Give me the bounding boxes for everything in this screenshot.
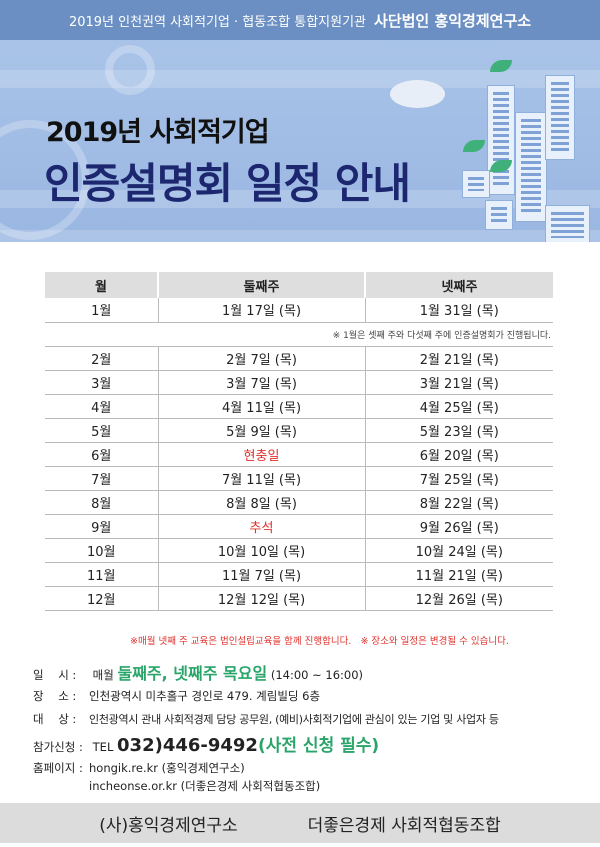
cell-second: 1월 17일 (목) [158, 298, 366, 323]
cell-month: 10월 [45, 538, 159, 563]
info-apply: 참가신청 : TEL 032)446-9492(사전 신청 필수) [33, 735, 380, 756]
cell-fourth: 11월 21일 (목) [365, 562, 553, 587]
cell-second: 10월 10일 (목) [158, 538, 366, 563]
cell-fourth: 5월 23일 (목) [365, 418, 553, 443]
cell-second: 8월 8일 (목) [158, 490, 366, 515]
cell-fourth: 2월 21일 (목) [365, 346, 553, 371]
cell-fourth: 6월 20일 (목) [365, 442, 553, 467]
cell-month: 7월 [45, 466, 159, 491]
schedule-footnote: ※매월 넷째 주 교육은 법인설립교육을 함께 진행합니다. ※ 장소와 일정은… [130, 636, 509, 647]
cell-month: 5월 [45, 418, 159, 443]
table-row: 12월 12월 12일 (목) 12월 26일 (목) [45, 586, 553, 611]
info-target: 대 상 : 인천광역시 관내 사회적경제 담당 공무원, (예비)사회적기업에 관… [33, 712, 499, 726]
table-row: 1월 1월 17일 (목) 1월 31일 (목) [45, 298, 553, 323]
cell-second: 11월 7일 (목) [158, 562, 366, 587]
info-homepage-2: incheonse.or.kr (더좋은경제 사회적협동조합) [89, 778, 320, 794]
banner: 2019년 사회적기업 인증설명회 일정 안내 [0, 40, 600, 242]
cell-month: 3월 [45, 370, 159, 395]
info-date: 일 시 : 매월 둘째주, 넷째주 목요일 (14:00 ~ 16:00) [33, 664, 364, 683]
cell-month: 6월 [45, 442, 159, 467]
org-name: 사단법인 홍익경제연구소 [374, 11, 532, 30]
cell-month: 11월 [45, 562, 159, 587]
cell-second: 3월 7일 (목) [158, 370, 366, 395]
cell-second: 5월 9일 (목) [158, 418, 366, 443]
cell-fourth: 8월 22일 (목) [365, 490, 553, 515]
table-row: 2월 2월 7일 (목) 2월 21일 (목) [45, 346, 553, 371]
cell-fourth: 3월 21일 (목) [365, 370, 553, 395]
cell-fourth: 12월 26일 (목) [365, 586, 553, 611]
cell-second: 4월 11일 (목) [158, 394, 366, 419]
footer-org-1: (사)홍익경제연구소 [99, 815, 238, 836]
cell-month: 1월 [45, 298, 159, 323]
date-highlight: 둘째주, 넷째주 목요일 [117, 664, 268, 683]
banner-title-line1: 2019년 사회적기업 [46, 117, 270, 148]
cell-month: 8월 [45, 490, 159, 515]
cell-second: 추석 [158, 514, 366, 539]
table-row: 10월 10월 10일 (목) 10월 24일 (목) [45, 538, 553, 563]
cell-fourth: 4월 25일 (목) [365, 394, 553, 419]
footer: (사)홍익경제연구소 더좋은경제 사회적협동조합 [0, 803, 600, 843]
info-homepage: 홈페이지 : hongik.re.kr (홍익경제연구소) [33, 761, 245, 775]
org-line: 2019년 인천권역 사회적기업 · 협동조합 통합지원기관 [68, 14, 367, 30]
jan-note: ※ 1월은 셋째 주와 다섯째 주에 인증설명회가 진행됩니다. [45, 322, 553, 347]
table-row: 4월 4월 11일 (목) 4월 25일 (목) [45, 394, 553, 419]
cell-fourth: 10월 24일 (목) [365, 538, 553, 563]
col-second-week: 둘째주 [158, 272, 366, 298]
jan-note-row: ※ 1월은 셋째 주와 다섯째 주에 인증설명회가 진행됩니다. [45, 322, 553, 347]
cell-month: 2월 [45, 346, 159, 371]
cell-fourth: 7월 25일 (목) [365, 466, 553, 491]
table-row: 7월 7월 11일 (목) 7월 25일 (목) [45, 466, 553, 491]
cell-second: 2월 7일 (목) [158, 346, 366, 371]
banner-title-line2: 인증설명회 일정 안내 [44, 159, 411, 208]
homepage-link-2[interactable]: incheonse.or.kr (더좋은경제 사회적협동조합) [89, 779, 321, 793]
homepage-link-1[interactable]: hongik.re.kr (홍익경제연구소) [89, 761, 245, 775]
cell-second: 현충일 [158, 442, 366, 467]
cell-second: 7월 11일 (목) [158, 466, 366, 491]
cell-second: 12월 12일 (목) [158, 586, 366, 611]
col-fourth-week: 넷째주 [365, 272, 553, 298]
table-row: 6월 현충일 6월 20일 (목) [45, 442, 553, 467]
table-row: 5월 5월 9일 (목) 5월 23일 (목) [45, 418, 553, 443]
cell-month: 12월 [45, 586, 159, 611]
top-bar: 2019년 인천권역 사회적기업 · 협동조합 통합지원기관 사단법인 홍익경제… [0, 0, 600, 40]
footer-org-2: 더좋은경제 사회적협동조합 [307, 815, 501, 836]
col-month: 월 [45, 272, 159, 298]
info-place: 장 소 : 인천광역시 미추홀구 경인로 479. 계림빌딩 6층 [33, 689, 321, 703]
table-row: 9월 추석 9월 26일 (목) [45, 514, 553, 539]
table-row: 3월 3월 7일 (목) 3월 21일 (목) [45, 370, 553, 395]
table-row: 11월 11월 7일 (목) 11월 21일 (목) [45, 562, 553, 587]
schedule-table: 월 둘째주 넷째주 1월 1월 17일 (목) 1월 31일 (목) ※ 1월은 셋째… [45, 272, 553, 611]
phone-number: 032)446-9492 [117, 735, 258, 756]
cell-fourth: 9월 26일 (목) [365, 514, 553, 539]
table-row: 8월 8월 8일 (목) 8월 22일 (목) [45, 490, 553, 515]
cell-fourth: 1월 31일 (목) [365, 298, 553, 323]
cell-month: 9월 [45, 514, 159, 539]
cell-month: 4월 [45, 394, 159, 419]
